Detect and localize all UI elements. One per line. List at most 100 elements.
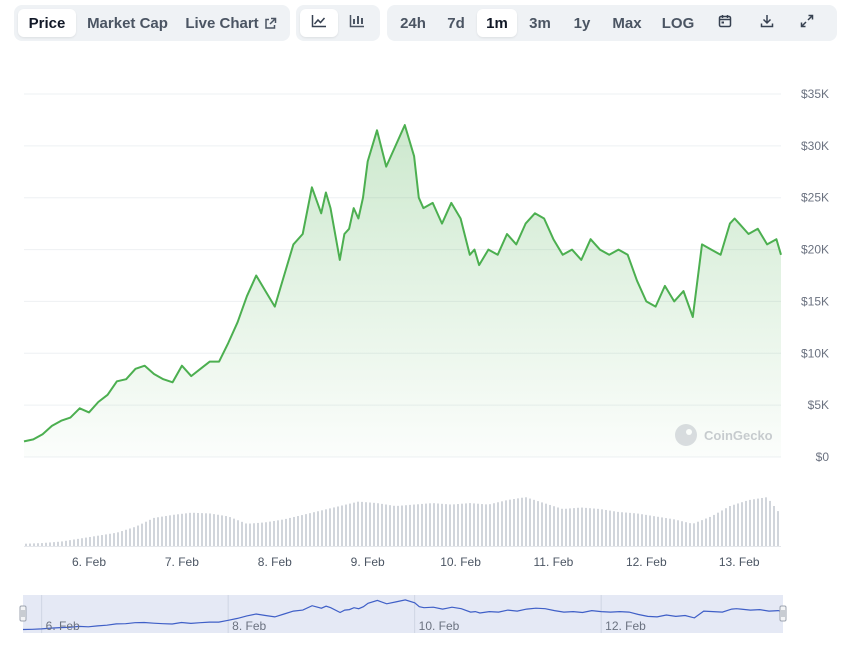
volume-bar xyxy=(485,504,487,546)
volume-bar xyxy=(77,539,79,546)
volume-bar xyxy=(321,510,323,546)
range-navigator[interactable]: 6. Feb8. Feb10. Feb12. Feb xyxy=(20,595,786,633)
volume-bar xyxy=(349,504,351,546)
volume-bar xyxy=(305,514,307,546)
y-tick-label: $0 xyxy=(816,450,830,464)
volume-bar xyxy=(237,520,239,546)
volume-bar xyxy=(513,499,515,546)
volume-bar xyxy=(113,533,115,546)
volume-bar xyxy=(589,508,591,546)
volume-bar xyxy=(177,514,179,546)
volume-bar xyxy=(773,506,775,546)
volume-bar xyxy=(749,500,751,546)
volume-bar xyxy=(497,502,499,546)
volume-bar xyxy=(601,509,603,546)
volume-bar xyxy=(437,504,439,546)
volume-bar xyxy=(525,497,527,546)
volume-bar xyxy=(573,508,575,546)
volume-bar xyxy=(201,513,203,546)
volume-bar xyxy=(661,517,663,546)
volume-bar xyxy=(297,516,299,546)
x-axis: 6. Feb7. Feb8. Feb9. Feb10. Feb11. Feb12… xyxy=(72,555,760,569)
volume-bar xyxy=(61,541,63,546)
volume-bar xyxy=(221,515,223,546)
navigator-left-handle[interactable] xyxy=(20,606,26,621)
x-tick-label: 7. Feb xyxy=(165,555,199,569)
volume-bar xyxy=(145,522,147,546)
volume-bar xyxy=(717,513,719,546)
volume-bar xyxy=(289,518,291,546)
volume-bar xyxy=(409,505,411,546)
volume-bar xyxy=(733,505,735,546)
volume-bar xyxy=(229,517,231,546)
volume-bar xyxy=(69,540,71,546)
volume-bar xyxy=(173,515,175,546)
navigator-right-handle[interactable] xyxy=(780,606,786,621)
volume-bar xyxy=(133,527,135,546)
volume-bar xyxy=(761,498,763,546)
y-tick-label: $15K xyxy=(801,294,829,308)
volume-bar xyxy=(393,506,395,546)
volume-bar xyxy=(561,509,563,546)
volume-bar xyxy=(461,504,463,546)
volume-bar xyxy=(209,513,211,546)
volume-bar xyxy=(153,518,155,546)
volume-bar xyxy=(441,504,443,546)
volume-bar xyxy=(121,531,123,546)
volume-bar xyxy=(745,501,747,546)
volume-bar xyxy=(605,510,607,546)
volume-bar xyxy=(421,504,423,546)
volume-bar xyxy=(137,526,139,546)
x-tick-label: 11. Feb xyxy=(534,555,574,569)
volume-bar xyxy=(125,530,127,546)
volume-bar xyxy=(45,543,47,546)
volume-bar xyxy=(373,503,375,546)
navigator-tick-label: 8. Feb xyxy=(232,619,266,633)
volume-bar xyxy=(597,509,599,546)
volume-bar xyxy=(649,516,651,546)
x-tick-label: 10. Feb xyxy=(440,555,481,569)
volume-bar xyxy=(429,503,431,546)
volume-bar xyxy=(33,543,35,546)
volume-bar xyxy=(465,503,467,546)
volume-bar xyxy=(293,517,295,546)
coingecko-logo-icon xyxy=(675,424,697,446)
volume-bar xyxy=(281,520,283,546)
navigator-tick-label: 10. Feb xyxy=(419,619,460,633)
volume-bar xyxy=(333,507,335,546)
volume-bar xyxy=(337,506,339,546)
volume-bar xyxy=(417,504,419,546)
volume-bar xyxy=(141,524,143,546)
volume-bar xyxy=(325,509,327,546)
volume-bar xyxy=(445,504,447,546)
volume-bar xyxy=(769,501,771,546)
volume-bar xyxy=(529,499,531,546)
volume-bar xyxy=(241,522,243,546)
x-tick-label: 12. Feb xyxy=(626,555,667,569)
volume-bar xyxy=(617,512,619,546)
volume-bar xyxy=(629,513,631,546)
volume-bar xyxy=(501,501,503,546)
volume-bar xyxy=(149,520,151,546)
volume-bar xyxy=(377,503,379,546)
volume-bar xyxy=(369,503,371,546)
volume-bar xyxy=(613,511,615,546)
volume-bar xyxy=(537,501,539,546)
volume-bar xyxy=(673,519,675,546)
volume-bar xyxy=(233,519,235,546)
volume-bar xyxy=(657,517,659,546)
volume-bar xyxy=(693,523,695,546)
volume-bar xyxy=(645,515,647,546)
volume-bar xyxy=(697,522,699,546)
volume-bar xyxy=(457,504,459,546)
volume-bar xyxy=(341,506,343,546)
volume-bar xyxy=(361,502,363,546)
volume-bar xyxy=(41,543,43,546)
volume-bar xyxy=(669,519,671,546)
volume-bar xyxy=(433,503,435,546)
y-axis: $0$5K$10K$15K$20K$25K$30K$35K xyxy=(801,87,829,464)
volume-bar xyxy=(477,504,479,546)
volume-bar xyxy=(213,514,215,546)
volume-bar xyxy=(593,509,595,546)
